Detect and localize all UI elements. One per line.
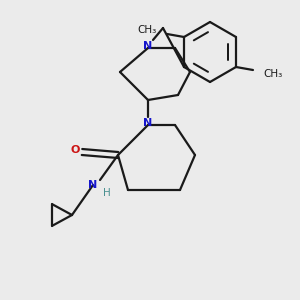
Text: N: N [143,41,153,51]
Text: N: N [88,180,98,190]
Text: H: H [103,188,111,198]
Text: O: O [70,145,80,155]
Text: CH₃: CH₃ [263,69,282,79]
Text: CH₃: CH₃ [138,25,157,35]
Text: N: N [143,118,153,128]
